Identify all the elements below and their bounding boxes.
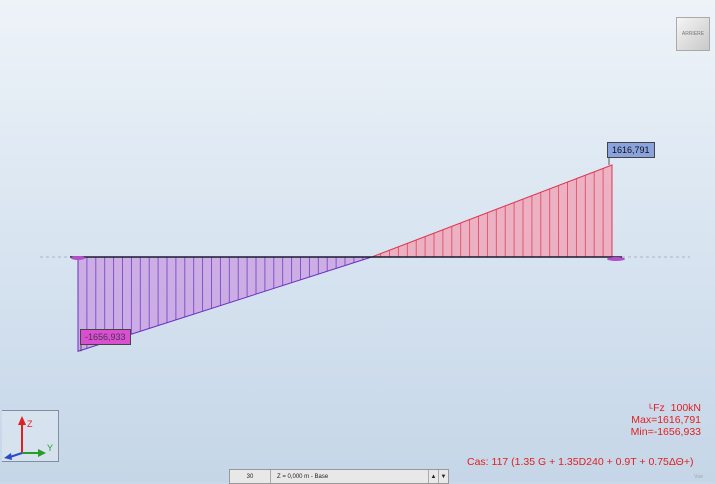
- left-support: [71, 256, 85, 260]
- axis-gizmo: Z Y: [2, 410, 59, 462]
- z-axis-label: Z: [27, 419, 33, 429]
- legend-min: Min=-1656,933: [630, 426, 701, 438]
- legend-max: Max=1616,791: [631, 414, 701, 426]
- diagram-legend: ᴸFz 100kN Max=1616,791 Min=-1656,933: [631, 402, 701, 438]
- y-axis-label: Y: [47, 443, 53, 453]
- right-support: [607, 257, 625, 261]
- load-case-label: Cas: 117 (1.35 G + 1.35D240 + 0.9T + 0.7…: [467, 456, 694, 468]
- min-value-label: -1656,933: [80, 329, 131, 345]
- level-down-button[interactable]: ▼: [438, 470, 448, 483]
- legend-component: ᴸFz 100kN: [649, 402, 701, 414]
- level-up-button[interactable]: ▲: [428, 470, 438, 483]
- legend-symbol-icon: ᴸ: [649, 402, 654, 414]
- level-name[interactable]: Z = 0,000 m - Base: [277, 473, 329, 480]
- status-view-label: Vue: [694, 474, 703, 480]
- max-value-label: 1616,791: [607, 142, 655, 158]
- view-cube-face-label: ARRIERE: [681, 31, 705, 37]
- level-number[interactable]: 30: [230, 470, 271, 483]
- view-cube[interactable]: ARRIERE: [676, 17, 710, 51]
